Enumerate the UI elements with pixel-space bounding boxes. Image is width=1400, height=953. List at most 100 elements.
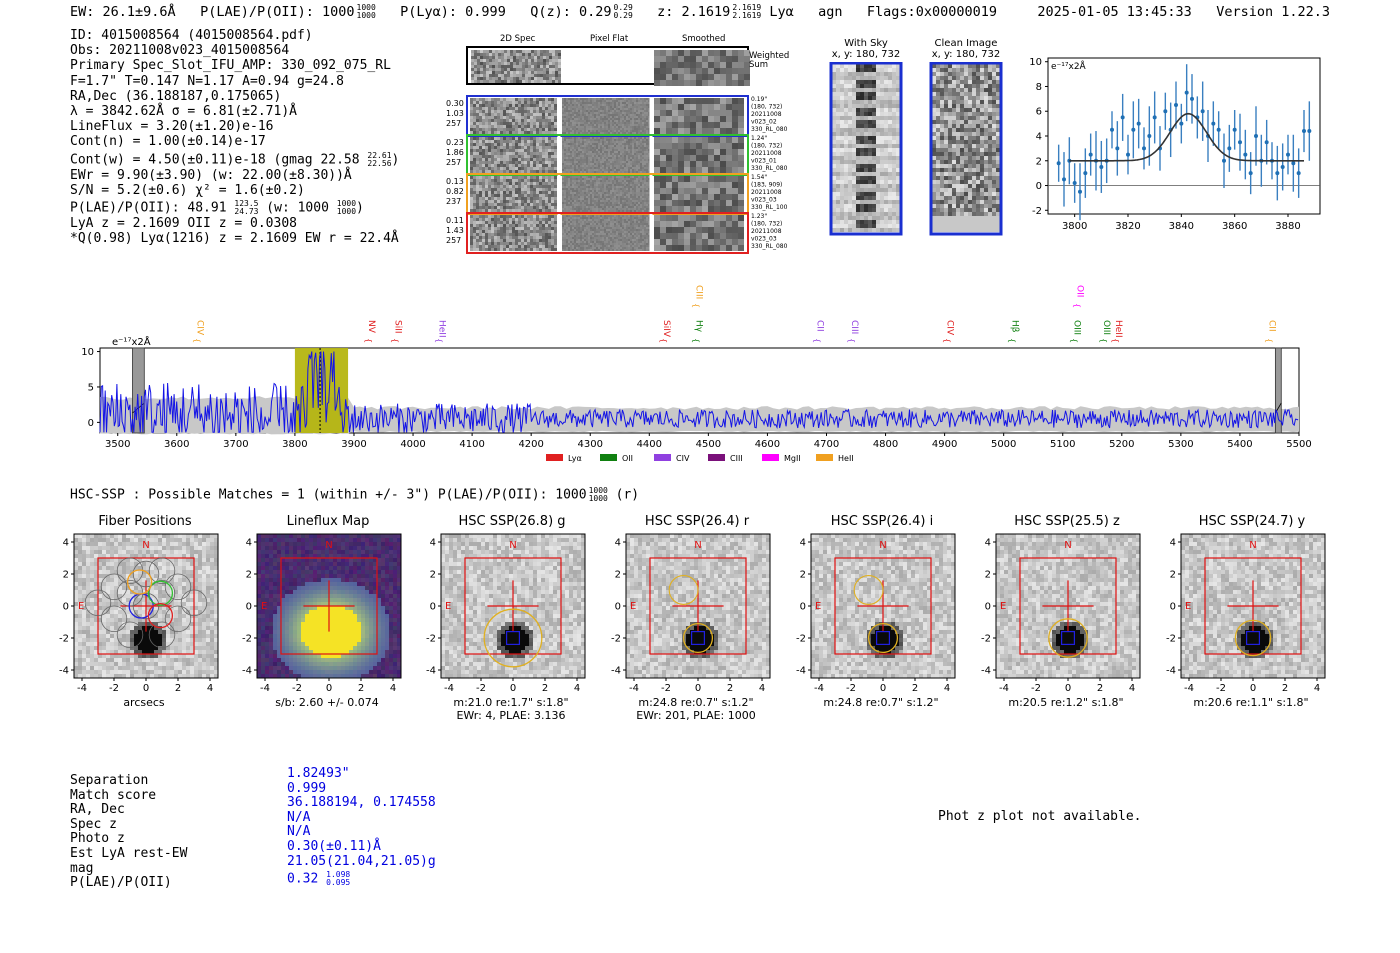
cutout-pixel (640, 137, 642, 139)
cutout-pixel (632, 194, 634, 196)
cutout-pixel (726, 161, 732, 167)
cutout-pixel (492, 65, 495, 68)
cutout-pixel (638, 227, 640, 229)
cutout-pixel (610, 98, 612, 100)
cutout-pixel (598, 204, 600, 206)
cutout-pixel (554, 137, 557, 140)
cutout-pixel (513, 77, 516, 80)
cutout-pixel (476, 125, 479, 128)
cutout-pixel (638, 176, 640, 178)
cutout-pixel (500, 110, 503, 113)
cutout-pixel (542, 218, 545, 221)
cutout-pixel (570, 210, 572, 212)
cutout-pixel (584, 130, 586, 132)
cutout-pixel (476, 218, 479, 221)
cutout-pixel (578, 223, 580, 225)
cutout-pixel (620, 229, 622, 231)
cutout-pixel (479, 158, 482, 161)
cutout-pixel (634, 171, 636, 173)
cutout-pixel (628, 100, 630, 102)
cutout-pixel (497, 245, 500, 248)
cutout-pixel (672, 167, 678, 173)
cutout-pixel (503, 242, 506, 245)
cutout-pixel (555, 68, 558, 71)
cutout-pixel (640, 151, 642, 153)
cutout-pixel (491, 140, 494, 143)
cutout-pixel (500, 119, 503, 122)
cutout-pixel (594, 217, 596, 219)
cutout-pixel (642, 130, 644, 132)
cutout-pixel (473, 182, 476, 185)
cutout-pixel (622, 206, 624, 208)
cutout-pixel (604, 112, 606, 114)
cutout-pixel (604, 188, 606, 190)
cutout-pixel (624, 132, 626, 134)
cutout-pixel (696, 143, 702, 149)
cutout-pixel (471, 56, 474, 59)
cutout-pixel (570, 114, 572, 116)
cutout-pixel (630, 231, 632, 233)
cutout-pixel (608, 178, 610, 180)
cutout-pixel (551, 179, 554, 182)
cutout-pixel (536, 125, 539, 128)
cutout-pixel (527, 125, 530, 128)
cutout-pixel (584, 112, 586, 114)
cutout-pixel (592, 145, 594, 147)
cutout-pixel (518, 176, 521, 179)
cutout-pixel (554, 188, 557, 191)
cutout-pixel (588, 227, 590, 229)
cutout-pixel (642, 112, 644, 114)
cutout-pixel (570, 180, 572, 182)
cutout-pixel (604, 106, 606, 108)
cutout-pixel (574, 188, 576, 190)
cutout-pixel (580, 112, 582, 114)
cutout-pixel (566, 98, 568, 100)
cutout-pixel (590, 139, 592, 141)
cutout-pixel (491, 209, 494, 212)
cutout-pixel (632, 180, 634, 182)
cutout-pixel (604, 202, 606, 204)
cutout-pixel (594, 202, 596, 204)
cutout-pixel (570, 215, 572, 217)
cutout-pixel (600, 151, 602, 153)
cutout-pixel (638, 208, 640, 210)
cutout-pixel (654, 194, 660, 200)
cutout-pixel (624, 106, 626, 108)
cutout-pixel (738, 104, 744, 110)
cutout-pixel (596, 102, 598, 104)
cutout-pixel (620, 184, 622, 186)
cutout-pixel (476, 98, 479, 101)
cutout-pixel (527, 146, 530, 149)
cutout-pixel (570, 159, 572, 161)
cutout-pixel (521, 206, 524, 209)
cutout-pixel (574, 112, 576, 114)
cutout-pixel (604, 219, 606, 221)
cutout-pixel (578, 102, 580, 104)
cutout-pixel (702, 50, 708, 56)
cutout-row-right-label: 1.24" (751, 135, 767, 142)
cutout-pixel (596, 194, 598, 196)
cutout-pixel (572, 153, 574, 155)
cutout-pixel (536, 194, 539, 197)
cutout-pixel (708, 80, 714, 86)
cutout-pixel (690, 194, 696, 200)
cutout-pixel (578, 200, 580, 202)
cutout-pixel (524, 215, 527, 218)
cutout-pixel (554, 224, 557, 227)
cutout-pixel (584, 200, 586, 202)
cutout-pixel (479, 182, 482, 185)
cutout-pixel (616, 108, 618, 110)
cutout-pixel (684, 50, 690, 56)
cutout-pixel (640, 157, 642, 159)
cutout-pixel (600, 159, 602, 161)
info-contn: Cont(n) = 1.00(±0.14)e-17 (70, 134, 266, 150)
cutout-pixel (485, 128, 488, 131)
cutout-pixel (574, 102, 576, 104)
cutout-pixel (482, 227, 485, 230)
cutout-pixel (624, 196, 626, 198)
cutout-pixel (551, 248, 554, 251)
cutout-pixel (588, 188, 590, 190)
cutout-pixel (616, 139, 618, 141)
cutout-pixel (624, 171, 626, 173)
cutout-pixel (503, 248, 506, 251)
